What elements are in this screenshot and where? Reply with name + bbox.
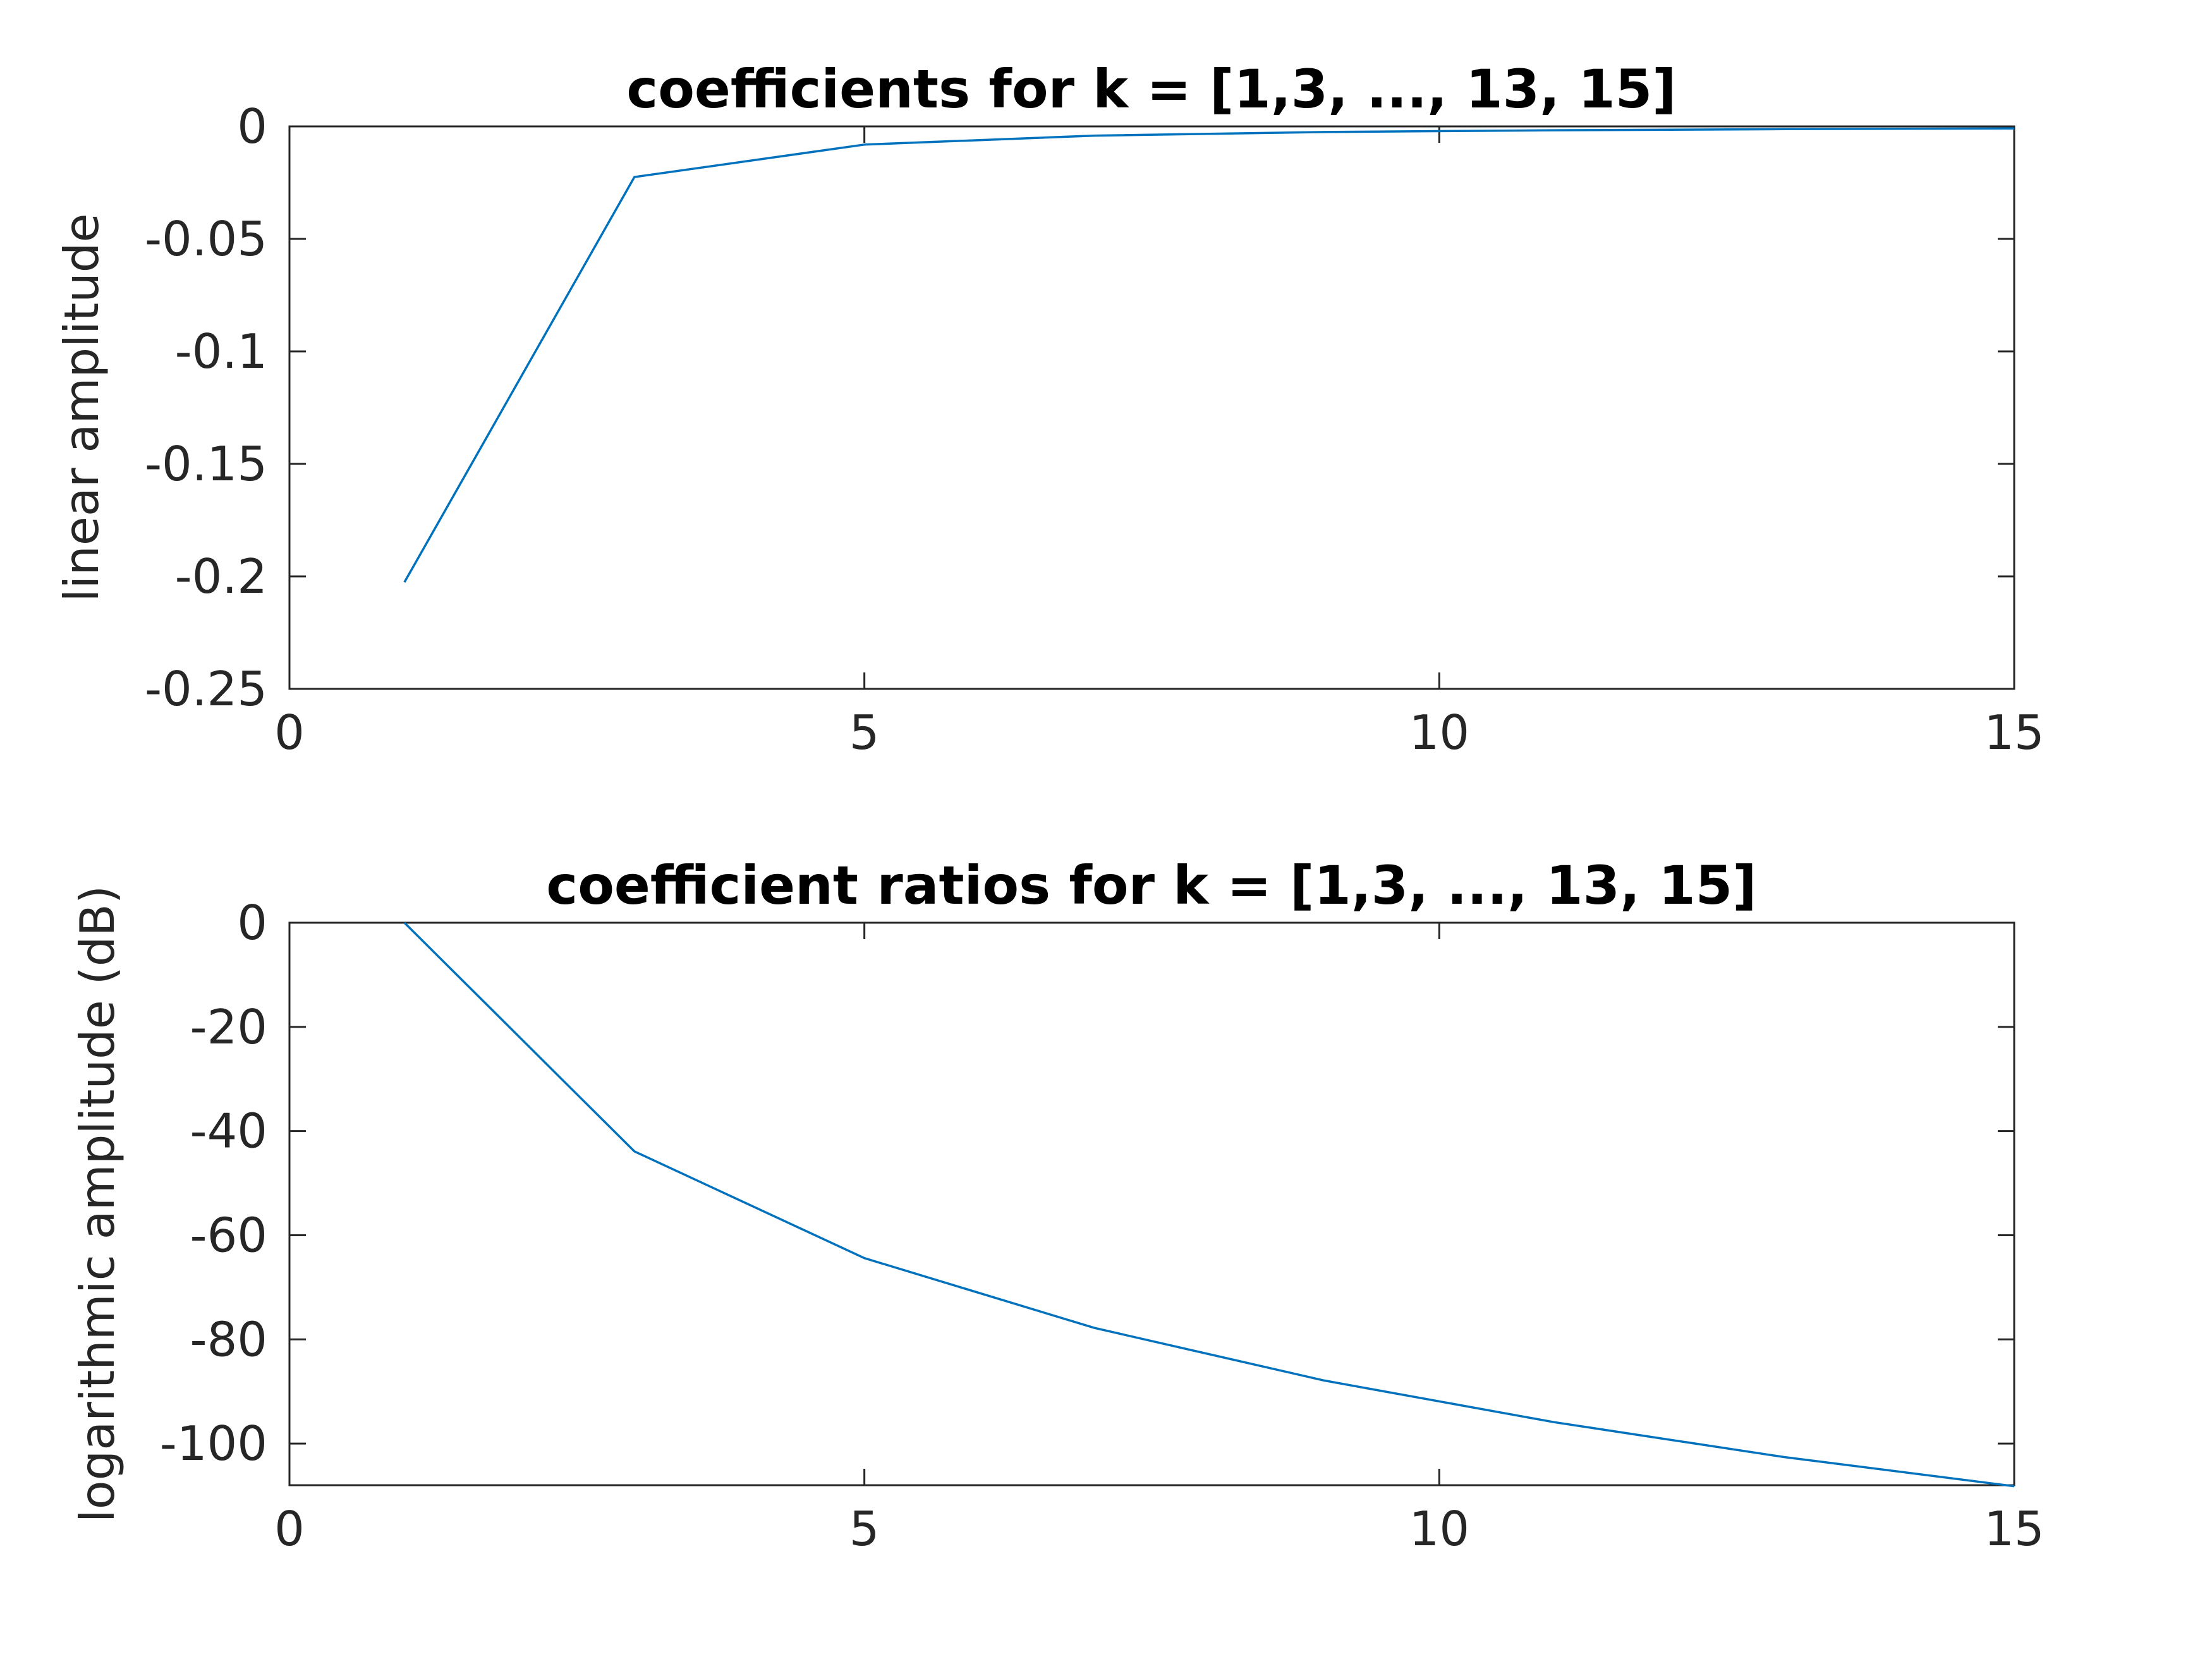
y-tick-label: -60: [190, 1207, 268, 1263]
x-tick-label: 5: [849, 705, 880, 760]
plot-area: [288, 921, 2015, 1486]
y-tick-label: -20: [190, 999, 268, 1055]
series-line: [403, 127, 2015, 583]
coefficient-ratios-plot: 0 5 10 15 0 -20 -40 -60 -80 -100 coefficient rati…: [70, 854, 2045, 1557]
y-tick-label: -0.1: [175, 324, 267, 379]
y-tick-label: -0.2: [175, 549, 267, 604]
y-axis-label: logarithmic amplitude (dB): [70, 885, 125, 1522]
x-tick-label: 5: [849, 1501, 880, 1557]
y-axis-label: linear amplitude: [54, 214, 109, 602]
x-tick-label: 15: [1984, 705, 2044, 760]
linear-coefficients-plot: 0 5 10 15 0 -0.05 -0.1 -0.15 -0.2 -0.25 coefficie…: [54, 58, 2045, 760]
y-tick-label: -40: [190, 1103, 268, 1159]
series-line: [403, 921, 2015, 1488]
y-tick-label: -80: [190, 1311, 268, 1367]
x-tick-label: 15: [1984, 1501, 2044, 1557]
y-tick-label: -100: [160, 1416, 267, 1471]
chart-title: coefficient ratios for k = [1,3, ..., 13…: [546, 854, 1756, 916]
x-tick-label: 0: [274, 1501, 305, 1557]
y-tick-label: -0.05: [145, 211, 267, 267]
plot-area: [288, 125, 2015, 690]
x-tick-label: 10: [1409, 1501, 1469, 1557]
chart-title: coefficients for k = [1,3, ..., 13, 15]: [626, 58, 1676, 120]
x-tick-label: 10: [1409, 705, 1469, 760]
y-tick-label: -0.25: [145, 661, 267, 717]
y-tick-label: -0.15: [145, 436, 267, 492]
x-tick-label: 0: [274, 705, 305, 760]
y-tick-label: 0: [237, 895, 267, 951]
y-tick-label: 0: [237, 99, 267, 154]
